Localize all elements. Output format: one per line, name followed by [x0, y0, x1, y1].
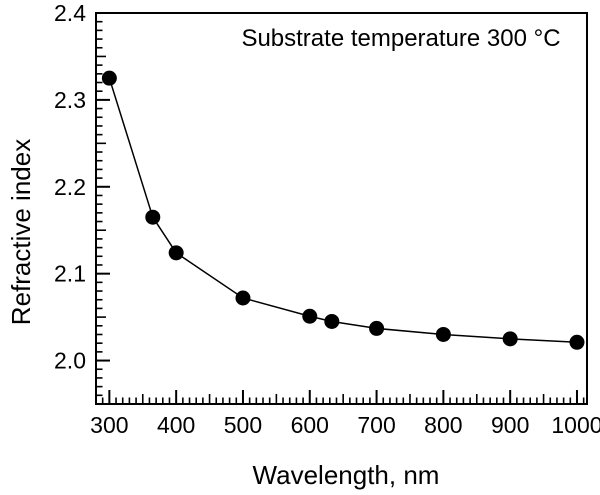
plot-area: 300 400 500 600 700 800 900 1000 2.0 2.1 2.2 2.3 2.4	[54, 0, 600, 438]
x-tick-label: 700	[357, 412, 395, 438]
y-tick-label: 2.0	[54, 348, 86, 374]
x-tick-label: 900	[491, 412, 529, 438]
x-tick-label: 1000	[551, 412, 600, 438]
x-tick-label: 800	[424, 412, 462, 438]
x-tick-label: 300	[90, 412, 128, 438]
x-tick-label: 600	[291, 412, 329, 438]
y-axis-title: Refractive index	[6, 139, 36, 325]
y-tick-label: 2.3	[54, 87, 86, 113]
data-point	[168, 245, 184, 261]
x-tick-label: 400	[157, 412, 195, 438]
data-point	[502, 331, 518, 347]
data-point	[101, 70, 117, 86]
data-point	[302, 308, 318, 324]
annotation-label: Substrate temperature 300 °C	[241, 25, 560, 52]
series-line	[108, 77, 578, 344]
data-point	[324, 313, 340, 329]
data-point	[369, 320, 385, 336]
data-point	[569, 334, 585, 350]
y-tick-label: 2.2	[54, 174, 86, 200]
x-axis-title: Wavelength, nm	[253, 460, 440, 490]
data-point	[235, 290, 251, 306]
y-tick-label: 2.4	[54, 0, 86, 26]
plot-frame	[95, 12, 588, 405]
y-tick-label: 2.1	[54, 261, 86, 287]
x-tick-label: 500	[224, 412, 262, 438]
data-point	[435, 326, 451, 342]
data-point	[145, 209, 161, 225]
